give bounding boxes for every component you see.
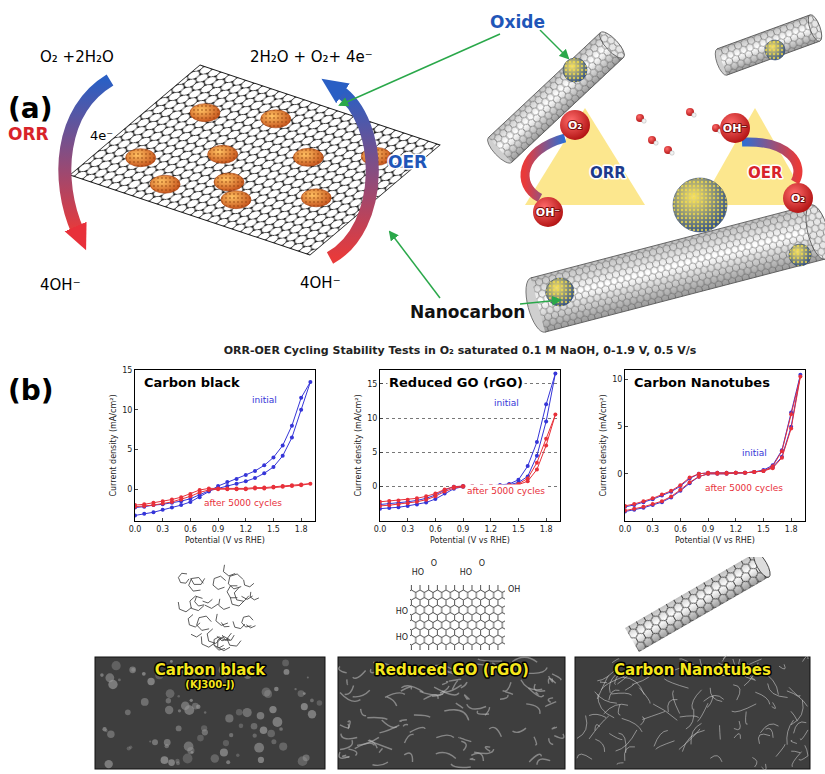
- svg-text:0.9: 0.9: [457, 525, 470, 534]
- svg-text:Potential (V vs RHE): Potential (V vs RHE): [675, 536, 755, 545]
- svg-text:Oxide: Oxide: [490, 12, 545, 32]
- svg-text:Reduced GO (rGO): Reduced GO (rGO): [389, 375, 523, 390]
- svg-text:ORR: ORR: [590, 164, 626, 182]
- svg-text:Reduced GO (rGO): Reduced GO (rGO): [374, 661, 529, 679]
- svg-text:1.5: 1.5: [757, 525, 770, 534]
- svg-text:5: 5: [372, 448, 377, 457]
- svg-text:0.0: 0.0: [129, 525, 142, 534]
- svg-text:5: 5: [617, 422, 622, 431]
- svg-text:initial: initial: [742, 448, 767, 458]
- svg-text:Current density (mA/cm²): Current density (mA/cm²): [109, 394, 118, 496]
- svg-text:HO: HO: [396, 607, 408, 616]
- svg-text:after 5000 cycles: after 5000 cycles: [204, 498, 282, 508]
- svg-text:0.9: 0.9: [702, 525, 715, 534]
- svg-text:(b): (b): [8, 374, 54, 407]
- svg-text:HO: HO: [396, 633, 408, 642]
- svg-text:O₂: O₂: [568, 119, 582, 132]
- svg-text:1.2: 1.2: [729, 525, 742, 534]
- svg-text:(KJ300-J): (KJ300-J): [185, 679, 234, 690]
- svg-text:10: 10: [612, 375, 622, 384]
- svg-text:10: 10: [367, 414, 377, 423]
- svg-text:ORR: ORR: [8, 124, 49, 144]
- svg-text:OH⁻: OH⁻: [536, 206, 561, 219]
- svg-text:Carbon black: Carbon black: [144, 375, 240, 390]
- svg-text:0.0: 0.0: [619, 525, 632, 534]
- svg-text:1.8: 1.8: [295, 525, 308, 534]
- svg-text:4OH⁻: 4OH⁻: [300, 274, 341, 292]
- svg-text:2H₂O + O₂+ 4e⁻: 2H₂O + O₂+ 4e⁻: [250, 48, 373, 66]
- svg-text:5: 5: [127, 445, 132, 454]
- svg-text:0.6: 0.6: [184, 525, 197, 534]
- svg-text:O₂: O₂: [791, 192, 805, 205]
- svg-text:(a): (a): [8, 92, 53, 125]
- svg-text:1.5: 1.5: [267, 525, 280, 534]
- svg-text:OH: OH: [508, 585, 520, 594]
- svg-text:ORR-OER Cycling Stability Test: ORR-OER Cycling Stability Tests in O₂ sa…: [224, 344, 697, 357]
- svg-text:0: 0: [617, 470, 622, 479]
- svg-text:15: 15: [367, 380, 377, 389]
- svg-text:0: 0: [372, 482, 377, 491]
- svg-text:0.0: 0.0: [374, 525, 387, 534]
- svg-text:after 5000 cycles: after 5000 cycles: [705, 483, 783, 493]
- svg-text:Nanocarbon: Nanocarbon: [410, 302, 525, 322]
- svg-text:Potential (V vs RHE): Potential (V vs RHE): [185, 536, 265, 545]
- svg-text:4OH⁻: 4OH⁻: [40, 276, 81, 294]
- svg-text:0.3: 0.3: [646, 525, 659, 534]
- svg-text:0.3: 0.3: [401, 525, 414, 534]
- svg-text:1.2: 1.2: [484, 525, 497, 534]
- svg-text:10: 10: [122, 406, 132, 415]
- svg-text:OER: OER: [388, 152, 427, 172]
- svg-text:OH⁻: OH⁻: [723, 122, 748, 135]
- svg-text:4e⁻: 4e⁻: [90, 128, 113, 143]
- svg-text:0.9: 0.9: [212, 525, 225, 534]
- svg-text:Carbon black: Carbon black: [155, 661, 266, 679]
- svg-text:initial: initial: [252, 395, 277, 405]
- svg-text:0.3: 0.3: [156, 525, 169, 534]
- svg-text:Current density (mA/cm²): Current density (mA/cm²): [599, 394, 608, 496]
- svg-text:Current density (mA/cm²): Current density (mA/cm²): [354, 394, 363, 496]
- svg-text:0: 0: [127, 485, 132, 494]
- svg-text:1.8: 1.8: [785, 525, 798, 534]
- svg-text:O₂ +2H₂O: O₂ +2H₂O: [40, 48, 114, 66]
- svg-text:0.6: 0.6: [429, 525, 442, 534]
- svg-text:0.6: 0.6: [674, 525, 687, 534]
- svg-text:O: O: [479, 559, 485, 568]
- svg-text:O: O: [431, 559, 437, 568]
- svg-text:HO: HO: [412, 568, 424, 577]
- svg-text:Carbon Nanotubes: Carbon Nanotubes: [634, 375, 770, 390]
- svg-text:HO: HO: [460, 568, 472, 577]
- svg-text:after 5000 cycles: after 5000 cycles: [467, 486, 545, 496]
- svg-text:1.2: 1.2: [239, 525, 252, 534]
- svg-text:Potential (V vs RHE): Potential (V vs RHE): [430, 536, 510, 545]
- svg-text:initial: initial: [494, 398, 519, 408]
- svg-text:OER: OER: [748, 164, 783, 182]
- svg-text:1.5: 1.5: [512, 525, 525, 534]
- svg-text:1.8: 1.8: [540, 525, 553, 534]
- svg-text:15: 15: [122, 366, 132, 375]
- svg-text:Carbon Nanotubes: Carbon Nanotubes: [614, 661, 771, 679]
